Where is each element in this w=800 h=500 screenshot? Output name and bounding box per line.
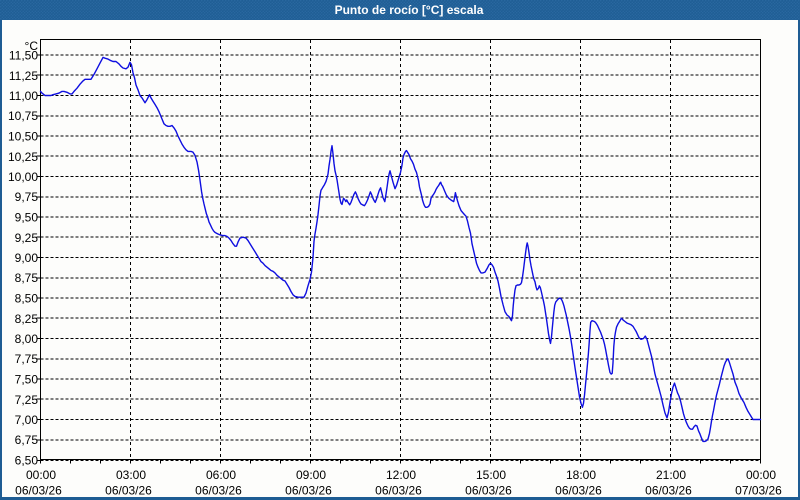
svg-text:06/03/26: 06/03/26: [375, 484, 422, 498]
svg-text:6,75: 6,75: [15, 433, 39, 447]
svg-text:8,25: 8,25: [15, 312, 39, 326]
svg-text:06/03/26: 06/03/26: [195, 484, 242, 498]
svg-text:06/03/26: 06/03/26: [15, 484, 62, 498]
svg-text:21:00: 21:00: [656, 468, 686, 482]
svg-text:7,25: 7,25: [15, 393, 39, 407]
svg-text:9,75: 9,75: [15, 190, 39, 204]
svg-text:06/03/26: 06/03/26: [465, 484, 512, 498]
svg-text:10,50: 10,50: [8, 130, 38, 144]
svg-text:00:00: 00:00: [746, 468, 776, 482]
svg-text:8,00: 8,00: [15, 332, 39, 346]
svg-text:8,50: 8,50: [15, 292, 39, 306]
svg-text:11,25: 11,25: [9, 69, 38, 83]
svg-text:10,75: 10,75: [8, 109, 38, 123]
svg-text:06/03/26: 06/03/26: [285, 484, 332, 498]
svg-text:7,00: 7,00: [15, 413, 39, 427]
svg-text:7,50: 7,50: [15, 373, 39, 387]
svg-text:15:00: 15:00: [476, 468, 506, 482]
svg-text:11,00: 11,00: [9, 89, 38, 103]
svg-text:10,25: 10,25: [8, 150, 38, 164]
svg-text:9,25: 9,25: [15, 231, 39, 245]
svg-text:06/03/26: 06/03/26: [105, 484, 152, 498]
svg-text:°C: °C: [25, 39, 39, 53]
svg-text:06/03/26: 06/03/26: [645, 484, 692, 498]
svg-text:11,50: 11,50: [9, 49, 38, 63]
svg-text:8,75: 8,75: [15, 271, 39, 285]
svg-text:7,75: 7,75: [15, 352, 39, 366]
svg-text:00:00: 00:00: [26, 468, 56, 482]
svg-text:03:00: 03:00: [116, 468, 146, 482]
svg-text:09:00: 09:00: [296, 468, 326, 482]
svg-text:9,00: 9,00: [15, 251, 39, 265]
svg-text:6,50: 6,50: [15, 454, 39, 468]
svg-text:06/03/26: 06/03/26: [555, 484, 602, 498]
svg-text:9,50: 9,50: [15, 211, 39, 225]
svg-text:12:00: 12:00: [386, 468, 416, 482]
svg-text:06:00: 06:00: [206, 468, 236, 482]
svg-text:07/03/26: 07/03/26: [735, 484, 782, 498]
svg-text:10,00: 10,00: [8, 170, 38, 184]
svg-text:18:00: 18:00: [566, 468, 596, 482]
